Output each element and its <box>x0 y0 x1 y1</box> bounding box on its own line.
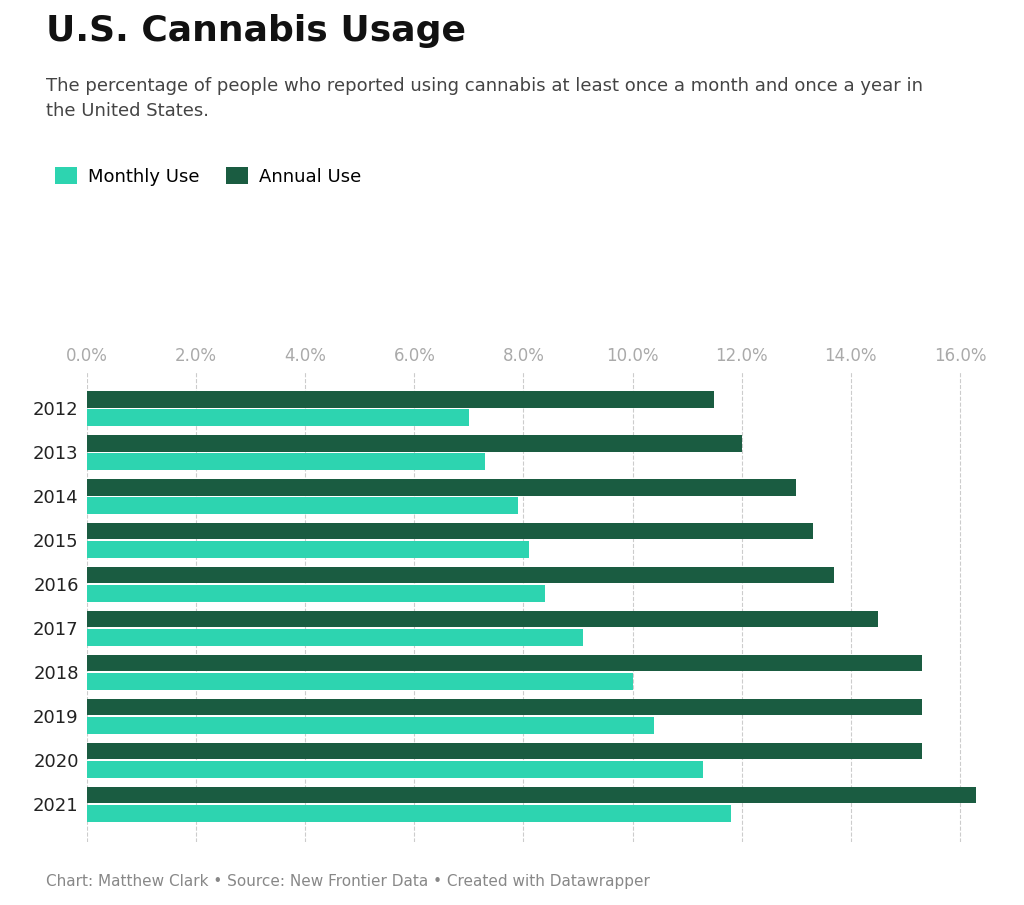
Bar <box>87 717 654 734</box>
Text: Chart: Matthew Clark • Source: New Frontier Data • Created with Datawrapper: Chart: Matthew Clark • Source: New Front… <box>46 873 650 889</box>
Legend: Monthly Use, Annual Use: Monthly Use, Annual Use <box>55 167 360 186</box>
Bar <box>87 673 633 690</box>
Bar <box>87 453 485 470</box>
Text: U.S. Cannabis Usage: U.S. Cannabis Usage <box>46 14 466 48</box>
Bar <box>87 409 469 426</box>
Bar <box>87 434 741 452</box>
Bar <box>87 761 703 778</box>
Bar <box>87 629 584 646</box>
Bar <box>87 567 835 584</box>
Bar <box>87 743 922 759</box>
Bar <box>87 654 922 672</box>
Bar <box>87 479 797 496</box>
Bar <box>87 586 545 602</box>
Bar <box>87 541 529 558</box>
Bar <box>87 699 922 716</box>
Bar <box>87 523 813 539</box>
Bar <box>87 786 976 804</box>
Bar <box>87 391 715 407</box>
Text: The percentage of people who reported using cannabis at least once a month and o: The percentage of people who reported us… <box>46 77 923 120</box>
Bar <box>87 611 878 627</box>
Bar <box>87 497 518 514</box>
Bar <box>87 805 731 822</box>
